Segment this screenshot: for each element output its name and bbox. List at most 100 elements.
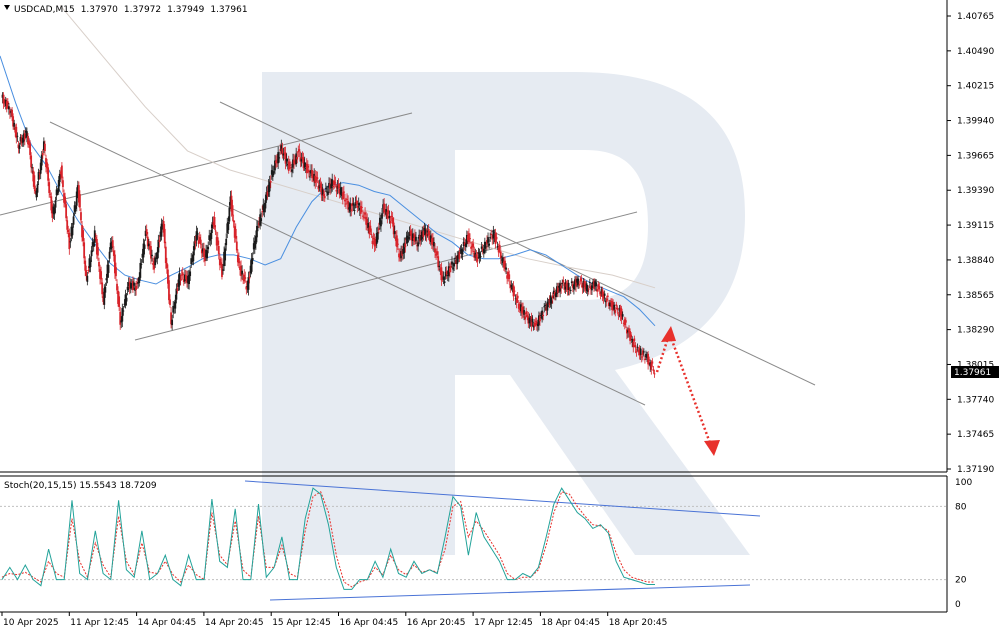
candle-body — [203, 248, 205, 257]
candle-body — [335, 189, 338, 192]
candle-body — [123, 303, 126, 305]
candle-body — [94, 237, 97, 239]
candle-body — [398, 253, 400, 258]
candle-body — [511, 287, 514, 290]
candle-body — [197, 240, 200, 244]
candle-body — [177, 279, 180, 287]
candle-body — [470, 246, 472, 249]
candle-body — [276, 159, 278, 162]
candle-body — [652, 369, 655, 371]
candle-body — [298, 149, 301, 152]
price-tick-label: 1.40215 — [957, 82, 994, 92]
price-candles — [1, 92, 656, 378]
candle-body — [265, 192, 268, 201]
candle-body — [81, 225, 83, 238]
candle-body — [440, 267, 443, 281]
candle-body — [485, 246, 487, 248]
candle-body — [97, 246, 99, 256]
candle-body — [615, 304, 618, 307]
candle-body — [379, 217, 381, 225]
candle-body — [383, 203, 386, 213]
candle-body — [423, 227, 426, 231]
candle-body — [430, 238, 433, 245]
candle-body — [252, 243, 255, 250]
candle-body — [641, 350, 644, 355]
candle-body — [404, 243, 407, 248]
candle-body — [353, 210, 356, 212]
candle-body — [531, 318, 534, 323]
candle-body — [165, 262, 168, 269]
time-tick-label: 14 Apr 04:45 — [138, 618, 197, 628]
candle-body — [584, 283, 587, 290]
candle-body — [589, 286, 592, 290]
candle-body — [585, 283, 588, 291]
candle-body — [400, 251, 403, 259]
candle-body — [213, 217, 216, 228]
candle-body — [195, 231, 198, 241]
candle-body — [35, 190, 38, 198]
candle-body — [451, 261, 453, 265]
candle-body — [359, 205, 362, 214]
price-tick-label: 1.38840 — [957, 256, 994, 266]
candle-body — [614, 309, 617, 313]
candle-body — [281, 148, 284, 155]
candle-body — [649, 362, 652, 367]
candle-body — [167, 269, 169, 284]
candle-body — [68, 232, 71, 250]
trendline-lower-ascending — [134, 211, 638, 341]
candle-body — [456, 255, 459, 265]
candle-body — [170, 312, 172, 325]
candle-body — [560, 285, 563, 289]
candle-body — [539, 316, 541, 322]
candle-body — [86, 275, 89, 282]
candle-body — [399, 253, 401, 259]
candle-body — [110, 241, 113, 249]
stochastic-pane: 100 80 20 0 Stoch(20,15,15) 15.5543 18.7209 — [0, 475, 972, 613]
candle-body — [300, 158, 303, 162]
candle-body — [28, 141, 30, 146]
candle-body — [362, 215, 364, 217]
candle-body — [188, 274, 191, 285]
candle-body — [56, 191, 59, 193]
time-tick-label: 10 Apr 2025 — [3, 618, 59, 628]
candle-body — [375, 232, 378, 244]
candle-body — [234, 228, 237, 239]
candle-body — [382, 204, 384, 209]
candle-body — [599, 294, 602, 296]
candle-body — [630, 334, 633, 338]
candle-body — [229, 196, 232, 206]
candle-body — [514, 298, 517, 300]
candle-body — [475, 254, 478, 259]
candle-body — [324, 188, 327, 190]
candle-body — [52, 206, 55, 214]
candle-body — [71, 226, 74, 236]
candle-body — [171, 319, 174, 326]
candle-body — [183, 274, 186, 282]
candle-body — [342, 191, 345, 194]
candle-body — [609, 302, 611, 307]
candle-body — [482, 249, 485, 254]
trendline-upper-ascending — [0, 112, 413, 216]
symbol-menu-triangle-icon[interactable] — [4, 5, 10, 10]
candle-body — [460, 249, 463, 254]
candle-body — [15, 126, 18, 139]
candle-body — [315, 176, 318, 182]
candle-body — [541, 310, 544, 320]
candle-body — [259, 214, 262, 226]
candle-body — [413, 234, 416, 242]
stoch-tick-label: 20 — [955, 576, 967, 586]
candle-body — [316, 177, 319, 180]
candle-body — [55, 189, 58, 196]
candle-body — [561, 283, 564, 285]
candle-body — [279, 149, 282, 151]
time-tick-label: 16 Apr 04:45 — [340, 618, 399, 628]
candle-body — [576, 279, 578, 283]
candle-body — [582, 281, 585, 288]
candle-body — [69, 241, 72, 243]
candle-body — [295, 153, 298, 165]
candle-body — [285, 158, 288, 162]
candle-body — [578, 284, 581, 286]
candle-body — [432, 237, 434, 246]
stoch-trendline-upper — [244, 480, 761, 517]
candle-body — [297, 151, 300, 153]
